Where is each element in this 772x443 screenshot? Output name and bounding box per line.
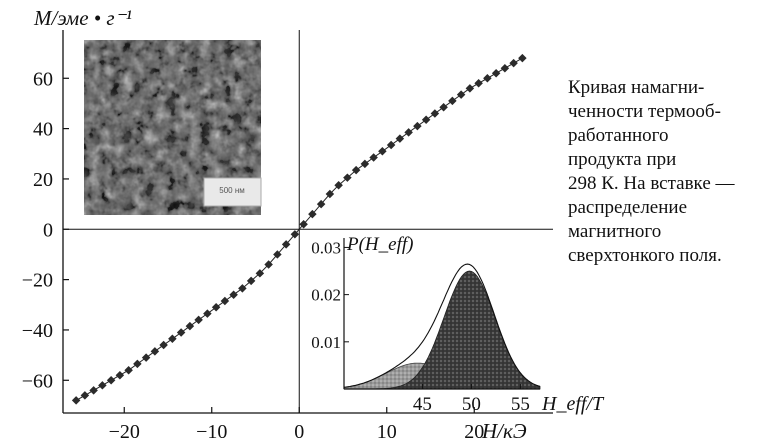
data-point (168, 334, 177, 343)
inset-y-tick-label: 0.02 (311, 286, 341, 305)
data-point (89, 386, 98, 395)
data-point (334, 180, 343, 190)
data-point (404, 128, 413, 137)
data-point (378, 147, 387, 156)
data-point (159, 340, 168, 350)
data-point (369, 153, 378, 162)
inset-x-tick-label: 55 (511, 394, 530, 415)
x-tick-label: −10 (196, 421, 227, 443)
data-point (150, 347, 160, 356)
y-tick-label: 60 (33, 68, 53, 90)
y-axis-label: M/эме • г⁻¹ (33, 6, 132, 30)
data-point (325, 189, 335, 199)
data-point (316, 199, 326, 209)
data-point (456, 90, 466, 99)
data-point (421, 115, 431, 125)
inset-micrograph: 500 нм (84, 40, 262, 215)
data-point (439, 102, 448, 112)
data-point (133, 359, 142, 369)
data-point (238, 284, 247, 293)
field-distribution-inset: 0.01 0.02 0.03 45 50 55 (311, 238, 541, 415)
data-point (491, 68, 501, 78)
data-point (395, 134, 405, 143)
x-tick-label: 20 (464, 421, 484, 443)
data-point (448, 96, 457, 106)
inset-y-axis-label: P(H_eff) (346, 234, 413, 255)
inset-x-tick-label: 45 (413, 394, 432, 415)
data-point (220, 296, 230, 306)
data-point (308, 209, 317, 219)
data-point (474, 79, 483, 88)
inset-y-tick-label: 0.03 (311, 238, 341, 257)
data-point (98, 381, 107, 390)
x-tick-label: −20 (109, 421, 140, 443)
data-point (465, 84, 475, 93)
data-point (211, 303, 221, 312)
data-point (71, 396, 81, 405)
data-point (229, 290, 238, 299)
magnetization-series (71, 53, 527, 405)
y-tick-label: −40 (22, 320, 53, 342)
y-tick-label: −20 (22, 270, 53, 292)
inset-x-tick-label: 50 (462, 394, 481, 415)
data-point (264, 260, 273, 269)
figure-caption: Кривая намагни- ченности термооб- работа… (568, 77, 735, 266)
data-point (255, 269, 265, 278)
data-point (273, 250, 282, 259)
main-axes: −60 −40 −20 0 20 40 60 −20 −10 0 10 20 (22, 30, 553, 443)
data-point (500, 63, 510, 73)
x-axis-label: H/кЭ (481, 419, 527, 443)
y-tick-label: 0 (43, 219, 53, 241)
magnetization-curve (75, 57, 523, 401)
data-point (413, 121, 422, 131)
data-point (430, 109, 440, 118)
data-point (299, 219, 308, 229)
scale-bar-label: 500 нм (219, 186, 245, 195)
x-tick-label: 0 (294, 421, 304, 443)
data-point (106, 376, 116, 385)
data-point (509, 58, 518, 68)
y-tick-label: 40 (33, 119, 53, 141)
data-point (185, 321, 195, 331)
data-point (386, 140, 396, 150)
y-tick-label: −60 (22, 370, 53, 392)
total-distribution-curve (343, 263, 541, 388)
data-point (351, 165, 361, 175)
data-point (246, 276, 256, 286)
inset-x-axis-label: H_eff/T (541, 393, 605, 415)
data-point (115, 371, 125, 380)
data-point (194, 315, 203, 325)
data-point (80, 391, 90, 400)
inset-y-tick-label: 0.01 (311, 333, 341, 352)
data-point (483, 74, 492, 83)
data-point (176, 328, 186, 337)
x-tick-label: 10 (377, 421, 397, 443)
data-point (343, 173, 352, 182)
data-point (518, 53, 527, 63)
data-point (360, 159, 370, 169)
data-point (290, 230, 300, 239)
data-point (124, 365, 133, 375)
data-point (281, 240, 291, 249)
scale-bar-box (203, 177, 262, 207)
data-point (203, 309, 212, 318)
data-point (141, 353, 151, 362)
y-tick-label: 20 (33, 169, 53, 191)
